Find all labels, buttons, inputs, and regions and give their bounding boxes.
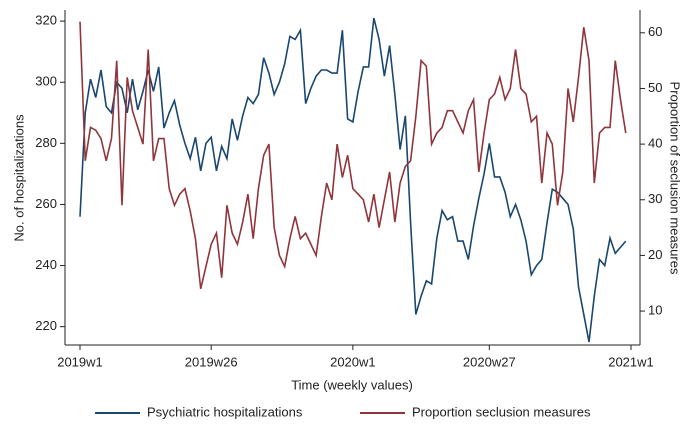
y2-tick-label: 10 [648, 302, 662, 317]
y-tick-label: 220 [35, 318, 57, 333]
y2-tick-label: 30 [648, 191, 662, 206]
y-tick-label: 280 [35, 135, 57, 150]
y-tick-label: 260 [35, 196, 57, 211]
y2-axis-title: Proportion of seclusion measures [668, 82, 683, 275]
y-tick-label: 300 [35, 74, 57, 89]
series-line [79, 17, 627, 343]
legend-label: Psychiatric hospitalizations [147, 404, 303, 419]
y2-tick-label: 60 [648, 24, 662, 39]
x-tick-label: 2020w27 [463, 354, 516, 369]
x-tick-label: 2021w1 [608, 354, 654, 369]
y-tick-label: 240 [35, 257, 57, 272]
y-tick-label: 320 [35, 13, 57, 28]
y2-tick-label: 50 [648, 80, 662, 95]
y-axis-title: No. of hospitalizations [11, 114, 26, 242]
x-tick-label: 2020w1 [330, 354, 376, 369]
x-tick-label: 2019w26 [185, 354, 238, 369]
x-axis-title: Time (weekly values) [291, 377, 413, 392]
series-line [79, 21, 627, 289]
x-tick-label: 2019w1 [57, 354, 103, 369]
y2-tick-label: 20 [648, 247, 662, 262]
y2-tick-label: 40 [648, 136, 662, 151]
legend-label: Proportion seclusion measures [412, 404, 591, 419]
